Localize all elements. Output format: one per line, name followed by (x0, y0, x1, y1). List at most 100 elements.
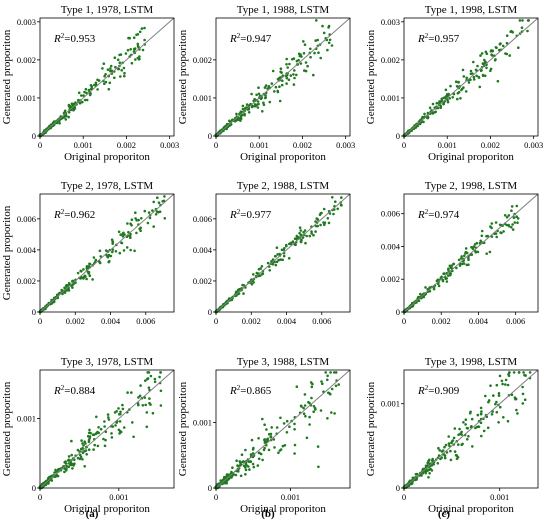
panel-title: Type 1, 1988, LSTM (237, 4, 330, 16)
x-tick-label: 0 (214, 316, 218, 326)
data-point (498, 42, 502, 46)
data-point (337, 383, 341, 386)
data-point (137, 218, 140, 222)
data-point (410, 482, 414, 485)
data-point (270, 82, 274, 85)
data-point (485, 52, 489, 55)
data-point (272, 438, 276, 441)
data-point (324, 371, 328, 374)
data-point (85, 266, 89, 270)
y-tick-label: 0.006 (17, 214, 36, 224)
data-point (293, 428, 296, 431)
data-point (73, 458, 76, 462)
data-point (240, 453, 244, 457)
data-point (133, 249, 136, 253)
data-point (322, 207, 326, 211)
data-point (84, 449, 88, 452)
data-point (94, 432, 98, 436)
data-point (443, 445, 446, 449)
data-point (104, 73, 107, 76)
data-point (466, 427, 470, 430)
data-point (423, 112, 426, 116)
data-point (121, 403, 124, 407)
y-tick-label: 0.001 (193, 417, 212, 427)
data-point (88, 274, 92, 278)
data-point (521, 19, 524, 22)
data-point (87, 265, 91, 268)
data-point (79, 455, 83, 459)
data-point (312, 410, 316, 414)
data-point (122, 426, 126, 429)
data-point (480, 410, 483, 413)
data-point (314, 230, 317, 233)
data-point (82, 268, 85, 271)
r-squared-annotation: R2=0.957 (417, 32, 460, 45)
data-point (281, 444, 285, 448)
data-point (140, 27, 144, 30)
data-point (63, 467, 66, 470)
data-point (119, 412, 122, 416)
data-point (53, 475, 57, 478)
data-point (257, 86, 260, 89)
y-axis-label: Generated proporiton (177, 29, 189, 124)
data-point (515, 204, 519, 208)
data-point (495, 383, 499, 387)
data-point (87, 448, 91, 452)
data-point (110, 238, 114, 241)
data-point (81, 100, 84, 104)
data-point (469, 410, 472, 414)
data-point (244, 473, 247, 476)
data-point (444, 443, 448, 447)
data-point (242, 292, 245, 295)
data-point (326, 378, 329, 382)
r-squared-annotation: R2=0.962 (53, 208, 95, 221)
data-point (309, 55, 312, 59)
data-point (448, 444, 451, 448)
data-point (469, 69, 473, 73)
data-point (456, 97, 459, 101)
data-point (320, 380, 323, 383)
data-point (458, 264, 462, 267)
data-point (255, 93, 258, 97)
panel-title: Type 3, 1978, LSTM (61, 356, 154, 368)
data-point (95, 415, 98, 419)
data-point (285, 57, 289, 61)
data-point (159, 404, 163, 407)
data-point (334, 384, 338, 388)
data-point (108, 81, 112, 85)
data-point (512, 371, 516, 374)
data-point (506, 383, 510, 387)
data-point (489, 69, 492, 73)
data-point (510, 226, 513, 229)
data-point (269, 435, 273, 438)
data-point (274, 85, 278, 89)
identity-line (215, 369, 351, 489)
y-tick-label: 0 (396, 483, 400, 493)
data-point (129, 236, 132, 239)
data-point (129, 232, 132, 236)
data-point (98, 249, 102, 253)
data-point (495, 400, 498, 404)
data-point (497, 421, 500, 424)
data-point (67, 111, 71, 114)
y-tick-label: 0.002 (381, 55, 400, 65)
data-point (465, 76, 469, 80)
x-tick-label: 0 (214, 492, 218, 502)
data-point (130, 61, 134, 65)
data-point (331, 196, 334, 199)
data-point (250, 438, 254, 442)
data-point (298, 231, 301, 235)
y-tick-label: 0.001 (17, 414, 36, 424)
data-point (159, 371, 162, 374)
data-point (501, 382, 504, 386)
data-point (109, 67, 112, 70)
data-point (244, 466, 247, 469)
data-point (235, 459, 238, 463)
data-point (299, 240, 303, 244)
data-point (490, 235, 494, 238)
plot-frame (403, 369, 539, 489)
data-point (114, 424, 117, 427)
data-point (298, 226, 302, 229)
data-point (72, 464, 75, 467)
data-point (289, 242, 292, 245)
